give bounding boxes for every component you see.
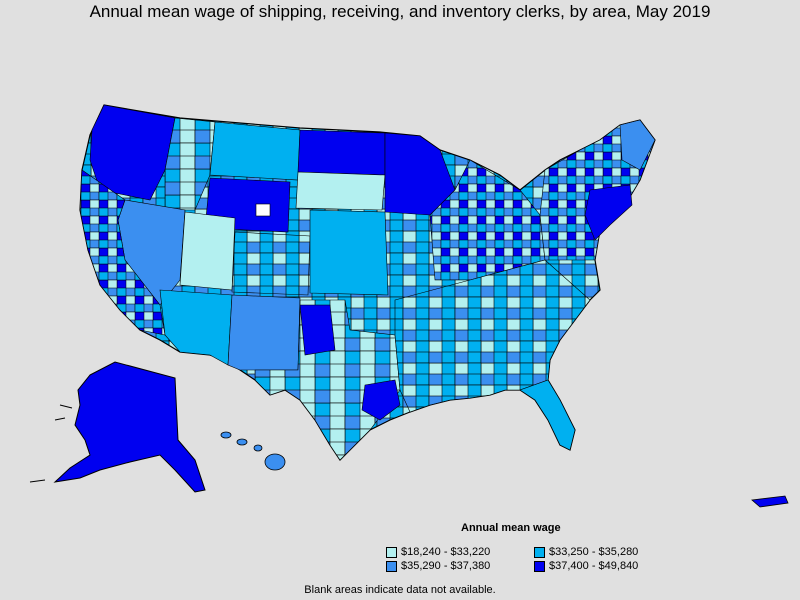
legend-label-3: $35,290 - $37,380: [401, 560, 491, 572]
footnote: Blank areas indicate data not available.: [304, 584, 496, 596]
contiguous-us: [79, 104, 656, 461]
region-south-dakota: [295, 171, 386, 211]
legend-item-3: $35,290 - $37,380: [386, 560, 490, 572]
alaska: [53, 361, 206, 493]
legend-label-1: $18,240 - $33,220: [401, 546, 491, 558]
region-southeast: [394, 259, 591, 413]
legend-title: Annual mean wage: [461, 522, 561, 534]
region-plains: [309, 209, 389, 296]
legend-item-4: $37,400 - $49,840: [534, 560, 638, 572]
legend-item-1: $18,240 - $33,220: [386, 546, 490, 558]
region-houston: [361, 379, 401, 421]
region-montana: [209, 121, 301, 181]
legend-swatch-4: [534, 560, 545, 572]
hawaii-island-1: [220, 431, 232, 439]
region-boston-nyc: [584, 184, 633, 241]
region-arizona: [159, 289, 233, 366]
region-florida: [519, 379, 576, 451]
legend-swatch-2: [534, 546, 545, 558]
puerto-rico: [751, 495, 789, 508]
legend-label-4: $37,400 - $49,840: [549, 560, 639, 572]
legend-item-2: $33,250 - $35,280: [534, 546, 638, 558]
region-colorado: [231, 231, 311, 296]
alaska-aleutians: [29, 404, 73, 483]
region-new-mexico: [227, 294, 301, 371]
region-dallas: [299, 304, 336, 356]
region-texas: [254, 299, 401, 461]
map-title: Annual mean wage of shipping, receiving,…: [89, 2, 711, 21]
hawaii-island-3: [253, 444, 263, 452]
region-california: [79, 169, 166, 336]
region-maine: [619, 119, 656, 171]
hawaii-island-2: [236, 438, 248, 446]
region-utah: [179, 211, 236, 291]
legend-swatch-1: [386, 546, 397, 558]
hawaii-island-4: [264, 453, 286, 471]
region-no-data: [255, 203, 271, 217]
region-dakotas: [297, 129, 386, 176]
legend-label-2: $33,250 - $35,280: [549, 546, 639, 558]
hawaii: [220, 431, 286, 471]
legend-swatch-3: [386, 560, 397, 572]
